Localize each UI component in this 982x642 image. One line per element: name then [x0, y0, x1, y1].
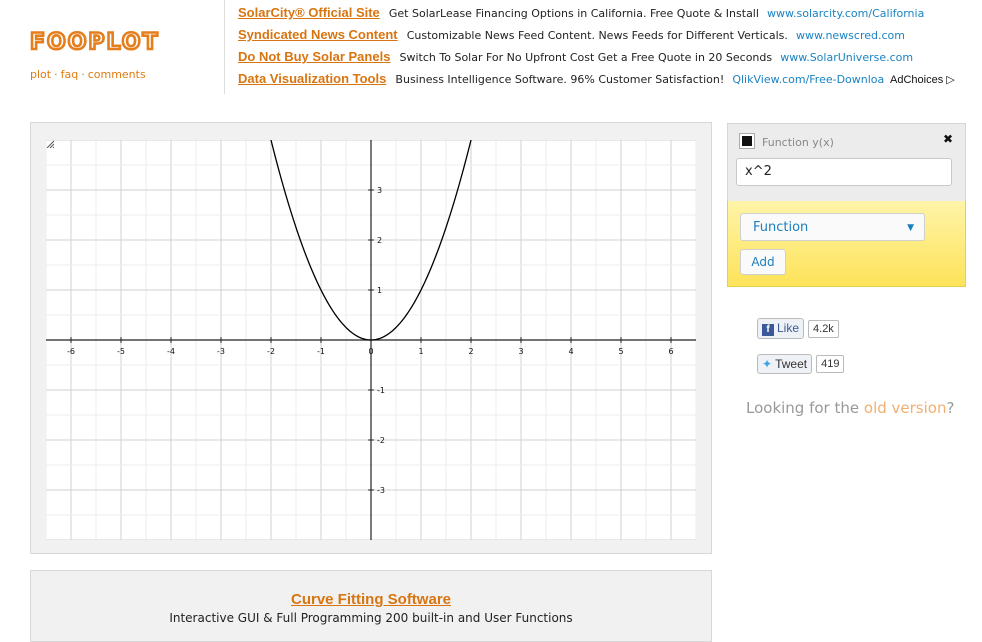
y-tick-label: -3 — [377, 486, 385, 495]
x-tick-label: 0 — [368, 347, 373, 356]
ad-description: Switch To Solar For No Upfront Cost Get … — [399, 51, 773, 64]
top-nav: plot · faq · comments — [30, 68, 146, 81]
function-type-select[interactable]: Function ▼ — [740, 213, 925, 241]
color-swatch[interactable] — [739, 133, 755, 149]
function-curve — [270, 140, 472, 341]
ad-row: SolarCity® Official Site Get SolarLease … — [238, 2, 978, 24]
y-tick-label: -1 — [377, 386, 385, 395]
old-version-note: Looking for the old version? — [746, 399, 954, 417]
x-tick-label: -1 — [317, 347, 325, 356]
old-version-link[interactable]: old version — [863, 399, 947, 417]
x-tick-label: 4 — [568, 347, 573, 356]
like-button[interactable]: f Like — [757, 318, 805, 339]
ad-row: Data Visualization Tools Business Intell… — [238, 68, 886, 90]
x-tick-label: -3 — [217, 347, 225, 356]
add-function-panel: Function ▼ Add — [727, 201, 966, 287]
y-tick-label: 2 — [377, 236, 382, 245]
facebook-icon: f — [762, 324, 774, 336]
tweet-count: 419 — [816, 355, 845, 373]
bottom-ad-description: Interactive GUI & Full Programming 200 b… — [169, 611, 573, 625]
function-header: Function y(x) — [739, 133, 834, 149]
ad-description: Business Intelligence Software. 96% Cust… — [395, 73, 725, 86]
x-tick-label: 1 — [418, 347, 423, 356]
ad-url-link[interactable]: QlikView.com/Free-Downloa — [732, 73, 885, 86]
add-button[interactable]: Add — [740, 249, 786, 275]
nav-faq-link[interactable]: faq — [60, 68, 79, 81]
ad-url-link[interactable]: www.newscred.com — [795, 29, 905, 42]
x-tick-label: -5 — [117, 347, 125, 356]
x-tick-label: -2 — [267, 347, 275, 356]
ad-row: Syndicated News Content Customizable New… — [238, 24, 978, 46]
function-input[interactable]: x^2 — [736, 158, 952, 186]
ad-row: Do Not Buy Solar Panels Switch To Solar … — [238, 46, 978, 68]
tweet-label: Tweet — [775, 357, 808, 371]
x-tick-label: 2 — [468, 347, 473, 356]
close-icon[interactable]: ✖ — [942, 132, 953, 146]
nav-plot-link[interactable]: plot — [30, 68, 52, 81]
ad-url-link[interactable]: www.solarcity.com/California — [767, 7, 925, 20]
function-panel: Function y(x) ✖ x^2 — [727, 123, 966, 202]
y-tick-label: -2 — [377, 436, 385, 445]
svg-text:FOOPLOT: FOOPLOT — [30, 30, 160, 52]
plot-ticks: -6 -5 -4 -3 -2 -1 0 1 2 3 4 5 6 3 2 1 -1 -2 -3 — [67, 186, 674, 495]
fooplot-logo[interactable]: FOOPLOT — [30, 30, 200, 52]
y-tick-label: 3 — [377, 186, 382, 195]
x-tick-label: -6 — [67, 347, 75, 356]
chevron-down-icon: ▼ — [907, 223, 914, 233]
nav-separator: · — [54, 68, 58, 81]
ad-block: SolarCity® Official Site Get SolarLease … — [238, 2, 978, 90]
function-plot[interactable]: -6 -5 -4 -3 -2 -1 0 1 2 3 4 5 6 3 2 1 -1 -2 -3 — [46, 140, 696, 540]
header-divider — [224, 0, 225, 94]
ad-title-link[interactable]: SolarCity® Official Site — [238, 5, 380, 20]
ad-url-link[interactable]: www.SolarUniverse.com — [780, 51, 914, 64]
old-version-prefix: Looking for the — [746, 399, 860, 417]
ad-title-link[interactable]: Syndicated News Content — [238, 27, 398, 42]
adchoices-label: AdChoices — [890, 74, 944, 86]
adchoices-link[interactable]: AdChoices ▷ — [890, 73, 955, 86]
x-tick-label: 6 — [668, 347, 673, 356]
resize-handle[interactable] — [46, 140, 54, 148]
x-tick-label: 5 — [618, 347, 623, 356]
ad-description: Customizable News Feed Content. News Fee… — [406, 29, 788, 42]
function-header-label: Function y(x) — [762, 136, 834, 149]
old-version-suffix: ? — [946, 399, 955, 417]
nav-comments-link[interactable]: comments — [87, 68, 146, 81]
like-label: Like — [777, 321, 800, 335]
plot-panel: -6 -5 -4 -3 -2 -1 0 1 2 3 4 5 6 3 2 1 -1 -2 -3 — [30, 122, 712, 554]
facebook-like: f Like 4.2k — [757, 318, 839, 339]
y-tick-label: 1 — [377, 286, 382, 295]
bottom-ad-title-link[interactable]: Curve Fitting Software — [290, 591, 451, 608]
ad-title-link[interactable]: Data Visualization Tools — [238, 71, 387, 86]
nav-separator: · — [81, 68, 85, 81]
ad-description: Get SolarLease Financing Options in Cali… — [388, 7, 759, 20]
twitter-tweet: ✦ Tweet 419 — [757, 354, 845, 374]
x-tick-label: 3 — [518, 347, 523, 356]
x-tick-label: -4 — [167, 347, 175, 356]
adchoices-icon: ▷ — [946, 74, 955, 86]
tweet-button[interactable]: ✦ Tweet — [757, 354, 813, 374]
ad-title-link[interactable]: Do Not Buy Solar Panels — [238, 49, 391, 64]
twitter-icon: ✦ — [762, 357, 773, 371]
bottom-ad: Curve Fitting Software Interactive GUI &… — [30, 570, 712, 642]
like-count: 4.2k — [808, 319, 839, 338]
function-type-value: Function — [753, 220, 809, 235]
